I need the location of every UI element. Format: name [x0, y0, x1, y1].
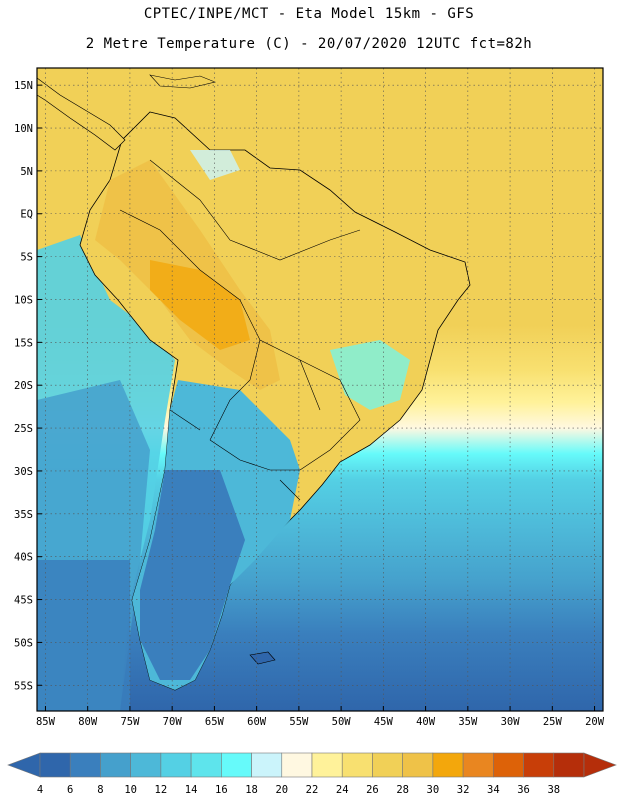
lon-tick-label: 40W — [416, 716, 436, 728]
lon-tick-label: 85W — [36, 716, 56, 728]
legend-value-label: 12 — [155, 784, 168, 796]
caribbean-islands — [149, 74, 216, 89]
legend-swatch — [221, 752, 252, 778]
lon-tick-label: 20W — [585, 716, 605, 728]
lat-tick-label: 5N — [20, 166, 33, 178]
legend-value-label: 8 — [97, 784, 103, 796]
map-title-line1: CPTEC/INPE/MCT - Eta Model 15km - GFS — [143, 6, 475, 22]
legend-value-label: 10 — [124, 784, 137, 796]
lat-tick-label: 45S — [14, 595, 33, 607]
patagonia-cold — [140, 470, 245, 680]
lat-tick-label: 40S — [14, 552, 33, 564]
latitude-labels: 15N 10N 5N EQ 5S 10S 15S 20S 25S 30S 35S 40S 45S 50S 5… — [14, 80, 42, 692]
lon-tick-label: 45W — [374, 716, 394, 728]
lat-tick-label: 25S — [14, 423, 33, 435]
interior-hot-zone — [150, 260, 250, 350]
legend-swatch — [160, 752, 192, 778]
lon-tick-label: 60W — [247, 716, 267, 728]
lon-tick-label: 80W — [78, 716, 98, 728]
legend-swatch — [69, 752, 101, 778]
legend-swatch — [462, 752, 494, 778]
legend-value-label: 38 — [547, 784, 560, 796]
legend-swatch — [39, 752, 71, 778]
lon-tick-label: 75W — [120, 716, 140, 728]
lat-tick-label: 5S — [20, 252, 33, 264]
country-borders — [119, 159, 361, 501]
legend-value-label: 14 — [185, 784, 198, 796]
legend-swatch — [130, 752, 162, 778]
legend-swatch — [251, 752, 283, 778]
legend-value-label: 34 — [487, 784, 500, 796]
lon-tick-label: 55W — [289, 716, 309, 728]
lat-tick-label: 50S — [14, 637, 33, 649]
lat-tick-label: EQ — [20, 209, 33, 221]
highlands-cool-patch — [330, 340, 410, 410]
legend-value-label: 20 — [275, 784, 288, 796]
legend-left-arrow — [7, 752, 41, 778]
legend-swatch — [432, 752, 464, 778]
lat-tick-label: 10N — [14, 123, 33, 135]
central-america-land — [37, 77, 126, 151]
longitude-labels: 85W 80W 75W 70W 65W 60W 55W 50W 45W 40W 35W 30W 25W 2… — [36, 706, 605, 728]
legend-value-label: 28 — [396, 784, 409, 796]
lat-tick-label: 35S — [14, 509, 33, 521]
lon-tick-label: 35W — [458, 716, 478, 728]
lat-tick-label: 30S — [14, 466, 33, 478]
legend-swatch — [190, 752, 222, 778]
legend-value-label: 36 — [517, 784, 530, 796]
legend-swatch — [341, 752, 373, 778]
pacific-coldest-band — [37, 560, 130, 711]
lon-tick-label: 25W — [543, 716, 563, 728]
legend-value-label: 24 — [336, 784, 349, 796]
legend-value-label: 16 — [215, 784, 228, 796]
map-title-line2: 2 Metre Temperature (C) - 20/07/2020 12U… — [85, 36, 533, 52]
legend-value-label: 22 — [306, 784, 319, 796]
lat-tick-label: 55S — [14, 680, 33, 692]
falkland-islands — [249, 651, 276, 665]
legend-right-arrow — [583, 752, 617, 778]
legend-value-label: 32 — [457, 784, 470, 796]
legend-swatch — [281, 752, 313, 778]
legend-value-label: 26 — [366, 784, 379, 796]
lon-tick-label: 50W — [332, 716, 352, 728]
legend-swatch — [100, 752, 131, 778]
legend-swatch — [372, 752, 403, 778]
map-frame — [36, 67, 604, 712]
legend-swatch — [493, 752, 524, 778]
color-legend: 4 6 8 10 12 14 16 18 20 22 24 26 28 30 32 34 36 38 — [7, 752, 617, 796]
legend-swatch — [523, 752, 555, 778]
legend-value-label: 30 — [427, 784, 440, 796]
legend-swatch — [311, 752, 343, 778]
legend-swatch — [553, 752, 585, 778]
grid-lines — [37, 68, 603, 711]
lon-tick-label: 70W — [163, 716, 183, 728]
legend-value-label: 4 — [37, 784, 43, 796]
lat-tick-label: 15N — [14, 80, 33, 92]
lat-tick-label: 15S — [14, 337, 33, 349]
lat-tick-label: 20S — [14, 380, 33, 392]
legend-value-label: 6 — [67, 784, 73, 796]
lon-tick-label: 65W — [205, 716, 225, 728]
legend-value-label: 18 — [245, 784, 258, 796]
guiana-cool-patch — [190, 150, 240, 180]
lat-tick-label: 10S — [14, 294, 33, 306]
lon-tick-label: 30W — [501, 716, 521, 728]
legend-swatch — [402, 752, 434, 778]
